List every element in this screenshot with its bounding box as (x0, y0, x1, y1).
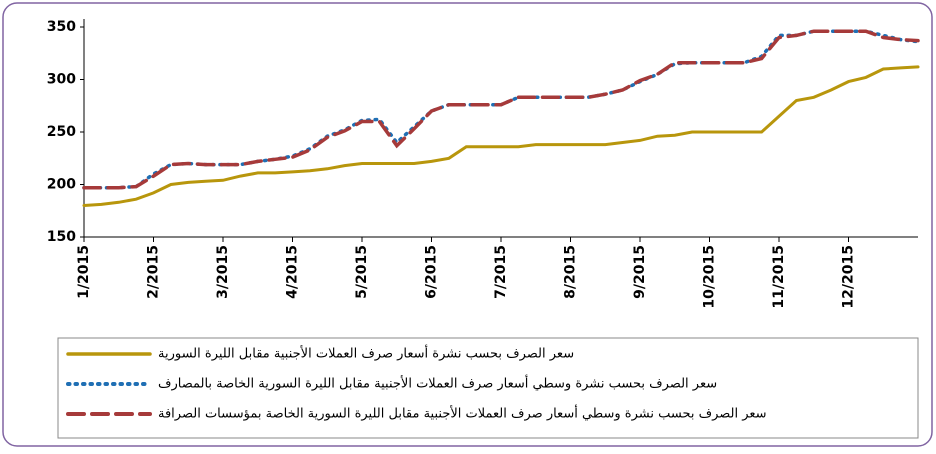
legend-label: سعر الصرف بحسب نشرة أسعار صرف العملات ال… (158, 345, 574, 362)
legend-label: سعر الصرف بحسب نشرة وسطي أسعار صرف العمل… (158, 375, 717, 392)
x-tick-label: 6/2015 (424, 245, 440, 299)
x-tick-label: 10/2015 (702, 245, 718, 309)
x-tick-label: 7/2015 (493, 245, 509, 299)
y-tick-label: 150 (47, 229, 76, 245)
x-tick-label: 11/2015 (771, 245, 787, 309)
y-tick-label: 350 (47, 19, 76, 35)
x-tick-label: 1/2015 (76, 245, 92, 299)
series-line (82, 29, 920, 190)
x-tick-label: 8/2015 (563, 245, 579, 299)
y-tick-label: 250 (47, 124, 76, 140)
x-tick-label: 4/2015 (285, 245, 301, 299)
x-tick-label: 9/2015 (632, 245, 648, 299)
frame (2, 2, 933, 447)
x-tick-label: 12/2015 (841, 245, 857, 309)
x-tick-label: 5/2015 (354, 245, 370, 299)
x-tick-label: 2/2015 (146, 245, 162, 299)
y-tick-label: 200 (47, 177, 76, 193)
legend-label: سعر الصرف بحسب نشرة وسطي أسعار صرف العمل… (158, 405, 767, 422)
legend-box (57, 337, 919, 439)
series-line (82, 65, 920, 207)
y-tick-label: 300 (47, 72, 76, 88)
x-tick-label: 3/2015 (215, 245, 231, 299)
